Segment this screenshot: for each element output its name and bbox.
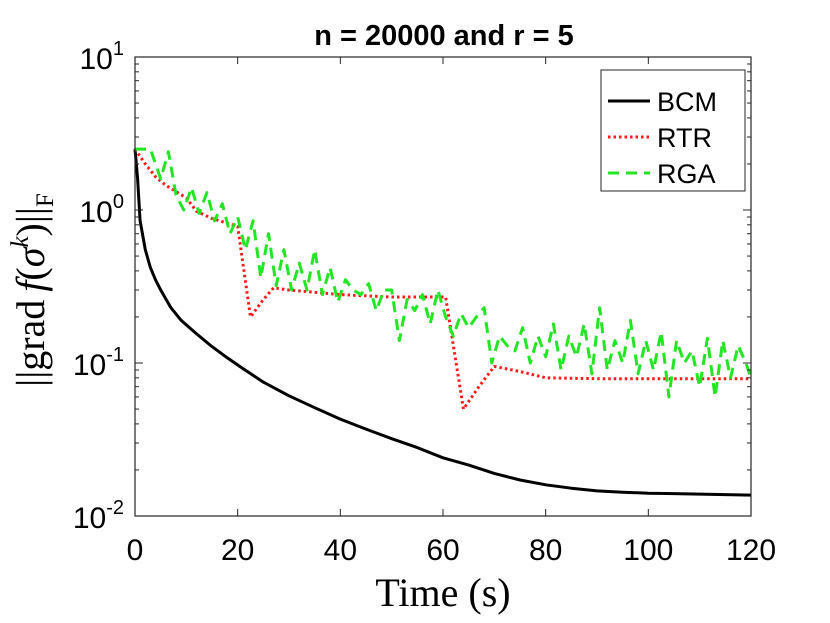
series-layer [133,147,753,497]
y-label-norm-grad: ||grad [8,300,53,387]
series-line-rtr [133,148,751,411]
legend-item-rga: RGA [608,159,716,189]
series-line-rga [135,147,753,399]
y-axis-label: ||gradf(σk)||F [7,193,59,387]
x-tick-labels: 0 20 40 60 80 100 120 [127,534,776,567]
y-label-sigma: σ [8,246,53,267]
y-label-close: )|| [8,207,53,236]
x-tick-label: 80 [529,534,562,567]
x-axis-label: Time (s) [375,570,510,615]
x-tick-label: 20 [221,534,254,567]
legend-item-bcm: BCM [608,87,717,117]
x-tick-label: 40 [324,534,357,567]
chart-title: n = 20000 and r = 5 [314,20,574,52]
y-tick-label: 10-1 [73,344,124,382]
legend-label-rtr: RTR [657,123,712,153]
y-tick-label: 100 [80,191,125,229]
x-tick-label: 0 [127,534,144,567]
legend-label-bcm: BCM [657,87,717,117]
x-tick-label: 120 [726,534,776,567]
legend-box [600,69,746,192]
y-tick-label: 10-2 [73,497,124,535]
x-tick-label: 60 [426,534,459,567]
tick-layer [134,57,752,517]
y-tick-label: 101 [80,38,125,76]
legend: BCM RTR RGA [600,69,746,192]
x-tick-label: 100 [623,534,673,567]
series-line-bcm [133,148,752,497]
legend-item-rtr: RTR [608,123,712,153]
legend-label-rga: RGA [657,159,716,189]
y-label-sub-F: F [32,193,59,207]
y-label-open: ( [8,267,53,280]
y-tick-labels: 10-2 10-1 100 101 [73,38,124,535]
svg-text:||gradf(σk)||F: ||gradf(σk)||F [7,193,59,387]
y-label-sup-k: k [7,236,34,248]
